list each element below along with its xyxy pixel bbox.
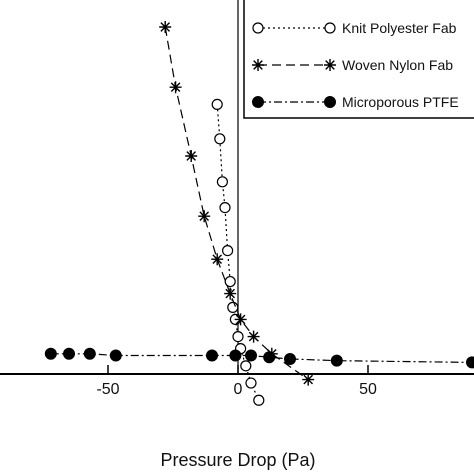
legend-marker [324, 22, 336, 34]
data-point [206, 349, 218, 362]
legend-box [243, 0, 474, 119]
data-point [302, 373, 315, 386]
legend: Knit Polyester Fab Woven Nylon Fab Micropo… [243, 0, 474, 119]
series-layer [44, 21, 474, 406]
data-point [211, 98, 223, 111]
legend-item: Microporous PTFE [252, 94, 459, 110]
legend-item: Woven Nylon Fab [252, 57, 453, 73]
data-point [83, 347, 96, 360]
data-point [185, 150, 198, 162]
data-point [219, 202, 231, 214]
data-point [198, 210, 211, 223]
x-tick-label: -50 [96, 381, 119, 398]
data-point [284, 352, 296, 365]
x-tick-label: 0 [234, 381, 243, 398]
data-point [227, 301, 239, 313]
data-point [245, 349, 257, 362]
data-point [216, 176, 228, 188]
legend-marker [252, 59, 264, 71]
data-point [263, 351, 276, 364]
legend-label: Knit Polyester Fab [342, 20, 457, 36]
data-point [214, 133, 226, 145]
legend-marker [324, 59, 336, 71]
data-point [211, 253, 224, 266]
data-point [63, 347, 75, 360]
series-line [50, 353, 473, 363]
data-point [224, 287, 237, 300]
legend-marker [252, 96, 264, 108]
data-point [109, 349, 122, 362]
data-point [330, 354, 343, 367]
plot-frame [0, 373, 474, 375]
data-point [240, 360, 252, 372]
legend-label: Woven Nylon Fab [342, 57, 453, 73]
data-point [224, 275, 236, 288]
data-point [245, 377, 257, 389]
x-tick-label: 50 [359, 381, 377, 398]
data-point [44, 347, 57, 360]
data-point [159, 21, 172, 33]
legend-label: Microporous PTFE [342, 94, 459, 110]
legend-marker [252, 22, 264, 34]
data-point [232, 331, 244, 343]
series-3 [44, 347, 474, 369]
x-axis-title: Pressure Drop (Pa) [160, 450, 315, 470]
data-point [247, 330, 260, 343]
legend-item: Knit Polyester Fab [252, 20, 457, 36]
data-point [234, 313, 247, 326]
series-line [164, 26, 309, 381]
axes: -50 0 50 [0, 0, 474, 398]
data-point [466, 356, 474, 369]
data-point [169, 81, 182, 94]
data-point [253, 394, 265, 406]
legend-marker [324, 96, 336, 108]
data-point [229, 349, 242, 362]
data-point [222, 245, 234, 257]
